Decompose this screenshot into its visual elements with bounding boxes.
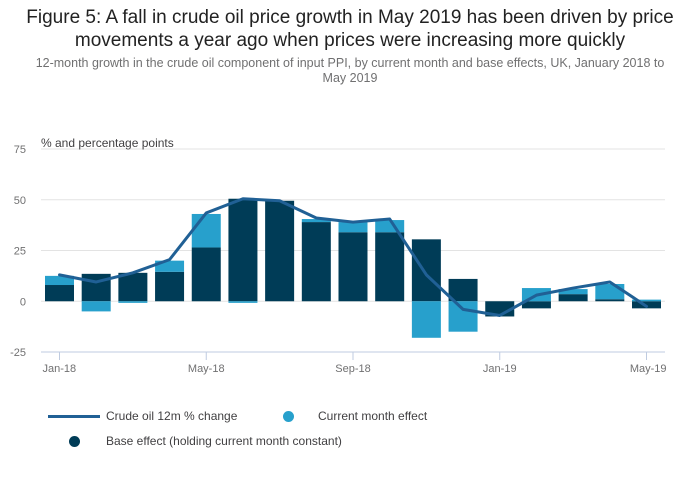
legend-dot-current-month-icon: [283, 410, 294, 422]
bar-current-month-effect: [338, 222, 368, 233]
bar-current-month-effect: [448, 301, 478, 332]
bar-base-effect: [375, 232, 405, 302]
legend-label: Crude oil 12m % change: [106, 409, 238, 423]
chart-title: Figure 5: A fall in crude oil price grow…: [26, 7, 674, 51]
x-tick-label: May-18: [188, 363, 225, 375]
bar-base-effect: [338, 232, 368, 302]
legend-dot-base-effect-icon: [69, 435, 80, 447]
bar-current-month-effect: [558, 289, 588, 295]
bar-base-effect: [228, 198, 258, 302]
bar-current-month-effect: [81, 301, 111, 312]
bar-current-month-effect: [632, 299, 661, 302]
bar-current-month-effect: [155, 260, 185, 272]
y-tick-label: 75: [14, 144, 26, 156]
bar-base-effect: [118, 272, 148, 302]
bar-base-effect: [411, 239, 441, 302]
legend-label: Base effect (holding current month const…: [106, 434, 342, 448]
y-tick-label: -25: [10, 347, 26, 359]
bar-current-month-effect: [45, 275, 74, 286]
legend-item-base-effect[interactable]: Base effect (holding current month const…: [69, 434, 342, 448]
bar-current-month-effect: [301, 219, 331, 223]
y-tick-label: 0: [20, 296, 26, 308]
bar-current-month-effect: [118, 301, 148, 303]
bar-current-month-effect: [595, 283, 625, 300]
bar-current-month-effect: [411, 301, 441, 338]
legend-line-swatch: [48, 414, 100, 418]
bar-base-effect: [155, 271, 185, 302]
bar-base-effect: [191, 247, 221, 302]
bar-base-effect: [301, 222, 331, 302]
x-axis: Jan-18 May-18 Sep-18 Jan-19 May-19: [41, 351, 667, 375]
bar-base-effect: [45, 285, 74, 302]
bar-current-month-effect: [191, 213, 221, 248]
x-tick-label: May-19: [630, 363, 667, 375]
bars: [45, 198, 661, 338]
bar-base-effect: [558, 294, 588, 302]
x-tick-label: Jan-18: [43, 363, 77, 375]
y-tick-label: 50: [14, 195, 26, 207]
bar-current-month-effect: [375, 220, 405, 233]
bar-base-effect: [521, 301, 551, 309]
legend-item-current-month[interactable]: Current month effect: [283, 409, 427, 423]
bar-base-effect: [448, 278, 478, 302]
line-crude-oil-12m-change: [58, 197, 648, 317]
legend-item-line[interactable]: Crude oil 12m % change: [48, 409, 237, 423]
chart-subtitle: 12-month growth in the crude oil compone…: [35, 56, 665, 85]
line-series: [58, 197, 648, 317]
y-axis-ticks: -25 0 25 50 75: [10, 144, 26, 359]
bar-base-effect: [265, 200, 295, 302]
bar-base-effect: [595, 299, 625, 302]
bar-current-month-effect: [228, 301, 258, 303]
y-axis-label: % and percentage points: [41, 136, 174, 150]
legend-label: Current month effect: [318, 409, 428, 423]
x-tick-label: Jan-19: [483, 363, 517, 375]
y-tick-label: 25: [14, 246, 26, 258]
x-tick-label: Sep-18: [335, 363, 370, 375]
